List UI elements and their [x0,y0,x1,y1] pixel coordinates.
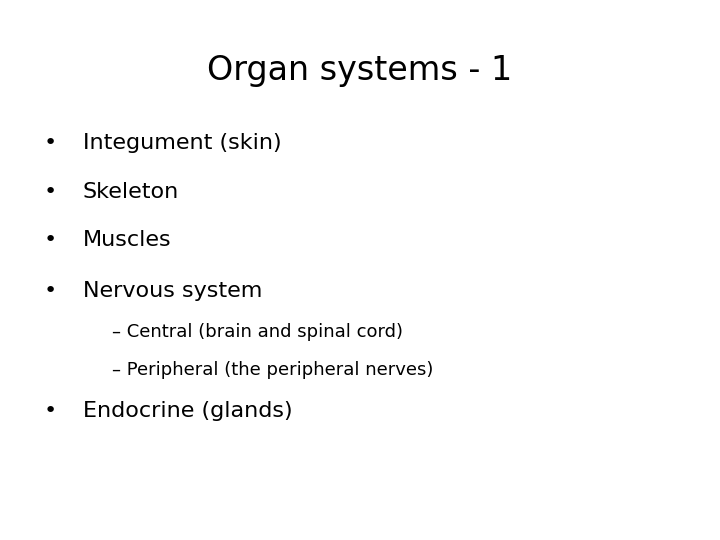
Text: – Peripheral (the peripheral nerves): – Peripheral (the peripheral nerves) [112,361,433,379]
Text: – Central (brain and spinal cord): – Central (brain and spinal cord) [112,323,402,341]
Text: •: • [43,401,56,422]
Text: •: • [43,230,56,251]
Text: Integument (skin): Integument (skin) [83,133,282,153]
Text: Nervous system: Nervous system [83,280,262,301]
Text: Organ systems - 1: Organ systems - 1 [207,54,513,87]
Text: Muscles: Muscles [83,230,171,251]
Text: Endocrine (glands): Endocrine (glands) [83,401,292,422]
Text: Skeleton: Skeleton [83,181,179,202]
Text: •: • [43,133,56,153]
Text: •: • [43,280,56,301]
Text: •: • [43,181,56,202]
